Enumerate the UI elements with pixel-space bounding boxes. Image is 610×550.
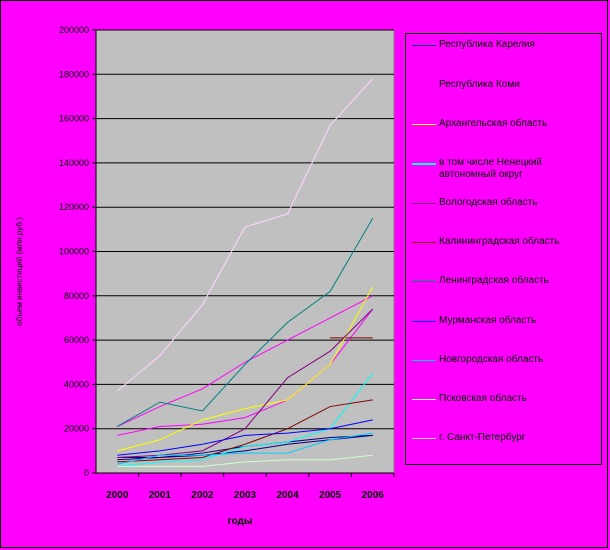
x-tick-label: 2004	[276, 490, 299, 501]
series-line-2	[117, 295, 373, 427]
legend-item: Мурманская область	[406, 315, 601, 327]
series-line-11	[116, 78, 374, 392]
legend-swatch	[412, 163, 436, 165]
legend-item: Псковская область	[406, 393, 601, 405]
x-tick-label: 2005	[319, 490, 342, 501]
legend-item: Новгородская область	[406, 354, 601, 366]
y-tick-label: 160000	[59, 114, 89, 124]
legend-item: Вологодская область	[406, 197, 601, 209]
y-tick-label: 20000	[64, 424, 89, 434]
legend-swatch	[412, 124, 436, 125]
x-tick-label: 2003	[234, 490, 257, 501]
x-tick-label: 2002	[191, 490, 214, 501]
x-tick-label: 2000	[106, 490, 129, 501]
legend-label: Калининградская область	[439, 236, 560, 247]
series-line-9	[117, 432, 373, 465]
legend-item: в том числе Ненецкий автономный округ	[406, 157, 601, 181]
x-tick-label: 2001	[149, 490, 172, 501]
legend-label: Ленинградская область	[439, 275, 549, 286]
chart-legend: Республика Карелия Республика Коми Арханге…	[405, 33, 602, 465]
y-tick-label: 40000	[64, 379, 89, 389]
x-tick-label: 2006	[362, 490, 385, 501]
legend-label: Мурманская область	[439, 315, 537, 326]
series-line-3	[117, 286, 374, 452]
y-tick-label: 0	[84, 468, 89, 478]
y-axis-title: объем инвестиций (млн.руб.)	[15, 217, 24, 326]
legend-swatch	[412, 45, 436, 46]
legend-item: Республика Карелия	[406, 39, 601, 51]
legend-swatch	[412, 203, 436, 204]
y-tick-label: 60000	[64, 335, 89, 345]
x-axis-title: годы	[228, 516, 253, 527]
legend-swatch	[412, 242, 436, 243]
legend-label: в том числе Ненецкий автономный округ	[439, 157, 542, 180]
legend-item: Ленинградская область	[406, 275, 601, 287]
series-line-8	[117, 419, 373, 456]
legend-swatch	[412, 399, 436, 400]
y-tick-label: 120000	[59, 202, 89, 212]
legend-label: Архангельская область	[439, 118, 548, 129]
legend-swatch	[412, 360, 436, 361]
legend-label: Вологодская область	[439, 197, 538, 208]
legend-label: Республика Карелия	[439, 39, 535, 50]
y-tick-label: 200000	[59, 25, 89, 35]
y-tick-label: 180000	[59, 69, 89, 79]
legend-swatch	[412, 438, 436, 439]
y-tick-label: 80000	[64, 291, 89, 301]
series-line-10	[117, 454, 373, 467]
series-line-6	[117, 399, 373, 463]
legend-swatch	[412, 281, 436, 282]
legend-label: Псковская область	[439, 393, 527, 404]
series-line-7	[117, 218, 374, 427]
legend-swatch	[412, 85, 436, 86]
legend-label: Республика Коми	[439, 79, 520, 90]
legend-swatch	[412, 321, 436, 322]
y-tick-label: 100000	[59, 247, 89, 257]
legend-item: Архангельская область	[406, 118, 601, 130]
legend-label: Новгородская область	[439, 354, 544, 365]
legend-item: Калининградская область	[406, 236, 601, 248]
legend-item: Республика Коми	[406, 79, 601, 91]
legend-label: г. Санкт-Петербург	[439, 432, 526, 443]
y-tick-label: 140000	[59, 158, 89, 168]
legend-item: г. Санкт-Петербург	[406, 432, 601, 444]
